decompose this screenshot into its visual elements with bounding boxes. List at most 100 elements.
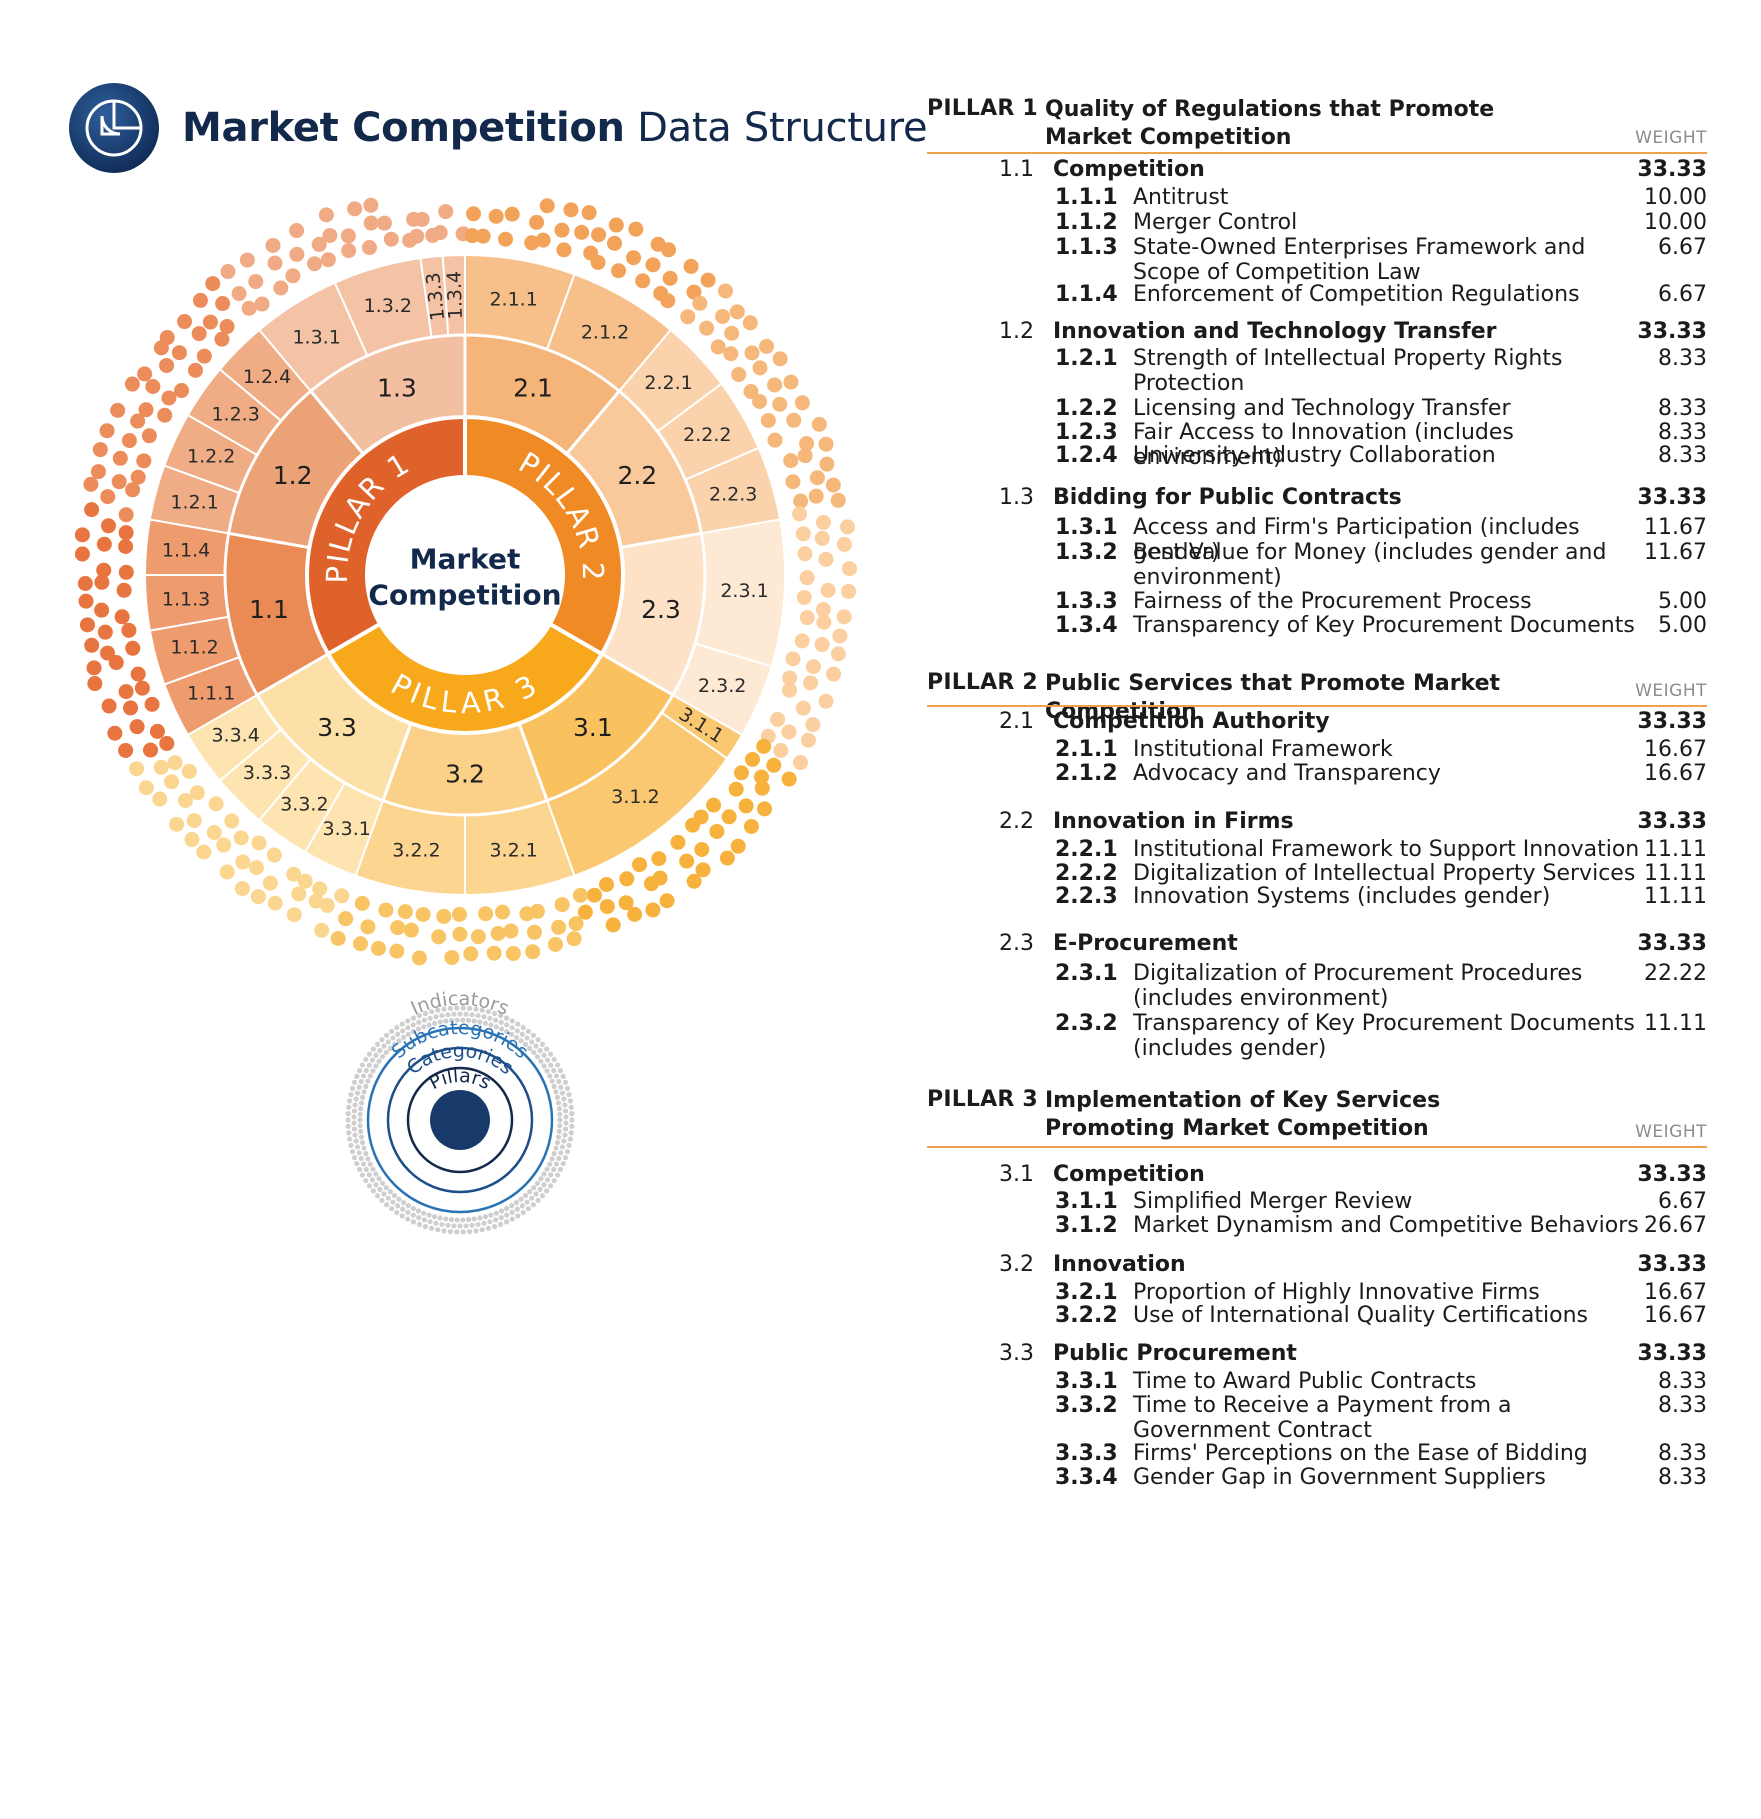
legend-dot	[395, 1031, 401, 1037]
indicator-dot	[759, 338, 775, 354]
legend-dot	[561, 1096, 567, 1102]
legend-dot	[465, 1217, 472, 1223]
legend-dot	[383, 1185, 389, 1191]
legend-dot	[381, 1191, 387, 1197]
subcategory-label: 1.1.3	[162, 588, 210, 610]
legend-dot	[405, 1018, 411, 1024]
indicator-dot	[590, 254, 606, 270]
subcategory-label: 3.2.1	[489, 840, 537, 862]
pillar-divider	[927, 705, 1707, 707]
legend-dot	[493, 1210, 499, 1216]
indicator-dot	[724, 325, 740, 341]
indicator-dot	[635, 273, 651, 289]
legend-dot	[379, 1054, 386, 1060]
indicator-name: Best Value for Money (includes gender an…	[1133, 540, 1607, 590]
indicator-dot	[444, 949, 460, 965]
indicator-weight: 8.33	[1658, 1393, 1707, 1418]
legend-dot	[549, 1078, 555, 1084]
indicator-dot	[820, 582, 836, 598]
subcategory-label: 2.3.2	[698, 675, 746, 697]
indicator-dot	[554, 897, 570, 913]
subcategory-label: 1.2.4	[243, 366, 291, 388]
indicator-dot	[390, 920, 406, 936]
indicator-weight: 8.33	[1658, 443, 1707, 468]
legend-dot	[383, 1049, 389, 1055]
indicator-weight: 8.33	[1658, 346, 1707, 371]
indicator-dot	[205, 276, 221, 292]
legend-dot	[522, 1041, 529, 1048]
indicator-dot	[463, 946, 479, 962]
indicator-dot	[728, 781, 744, 797]
indicator-dot	[239, 252, 255, 268]
legend-dot	[556, 1155, 562, 1162]
legend-dot	[551, 1083, 557, 1089]
legend-dot	[394, 1209, 400, 1216]
indicator-dot	[814, 637, 830, 653]
legend-dot	[475, 1012, 481, 1019]
legend-dot	[353, 1096, 359, 1102]
indicator-dot	[803, 675, 819, 691]
indicator-dot	[785, 651, 801, 667]
indicator-dot	[797, 448, 813, 464]
legend-dot	[439, 1012, 445, 1019]
indicator-dot	[286, 866, 302, 882]
indicator-dot	[743, 384, 759, 400]
indicator-dot	[818, 693, 834, 709]
legend-dot	[561, 1138, 567, 1144]
indicator-dot	[248, 274, 264, 290]
indicator-dot	[389, 943, 405, 959]
legend-dot	[493, 1017, 499, 1023]
indicator-dot	[795, 526, 811, 542]
legend-dot	[437, 1019, 443, 1025]
indicator-dot	[818, 551, 834, 567]
legend-dot	[562, 1132, 568, 1138]
indicator-dot	[114, 609, 130, 625]
legend-dot	[427, 1219, 433, 1225]
legend-dot	[348, 1142, 354, 1148]
subcategory-segment-2-3-1: 2.3.1	[693, 518, 786, 668]
indicator-dot	[783, 453, 799, 469]
legend-dot	[534, 1180, 541, 1186]
indicator-dot	[568, 916, 584, 932]
indicator-dot	[136, 453, 152, 469]
subcategory-label: 1.3.4	[443, 271, 467, 320]
indicator-name: Enforcement of Competition Regulations	[1133, 282, 1580, 307]
indicator-dot	[125, 482, 141, 498]
indicator-code: 2.2.3	[1055, 884, 1118, 909]
category-name: Innovation in Firms	[1053, 809, 1294, 834]
indicator-dot	[118, 684, 134, 700]
legend-dot	[527, 1045, 533, 1051]
legend-dot	[389, 1206, 395, 1212]
indicator-dot	[840, 519, 856, 535]
category-label: 2.1	[513, 374, 553, 403]
indicator-dot	[503, 923, 519, 939]
indicator-dot	[572, 887, 588, 903]
legend-dot	[513, 1034, 520, 1041]
legend-dot	[509, 1031, 515, 1037]
indicator-dot	[452, 926, 468, 942]
indicator-dot	[267, 255, 283, 271]
legend-dot	[405, 1031, 411, 1037]
indicator-dot	[124, 376, 140, 392]
indicator-dot	[171, 345, 187, 361]
indicator-dot	[694, 842, 710, 858]
legend-dot	[357, 1117, 363, 1123]
legend-dot	[534, 1054, 541, 1060]
legend-dot	[473, 1228, 479, 1234]
indicator-dot	[742, 315, 758, 331]
pillar-segment-3: PILLAR 3	[325, 621, 605, 735]
pillar-title: Quality of Regulations that Promote Mark…	[1045, 97, 1495, 150]
legend-dot	[471, 1018, 477, 1024]
indicator-dot	[683, 258, 699, 274]
legend-dot	[454, 1229, 460, 1235]
indicator-dot	[112, 450, 128, 466]
indicator-dot	[599, 898, 615, 914]
indicator-dot	[529, 214, 545, 230]
legend-dot	[504, 1028, 510, 1035]
legend-dot	[551, 1177, 557, 1184]
indicator-dot	[524, 235, 540, 251]
indicator-code: 3.2.1	[1055, 1280, 1118, 1305]
category-label: 2.3	[641, 595, 681, 624]
category-name: Competition	[1053, 157, 1205, 182]
indicator-dot	[773, 742, 789, 758]
